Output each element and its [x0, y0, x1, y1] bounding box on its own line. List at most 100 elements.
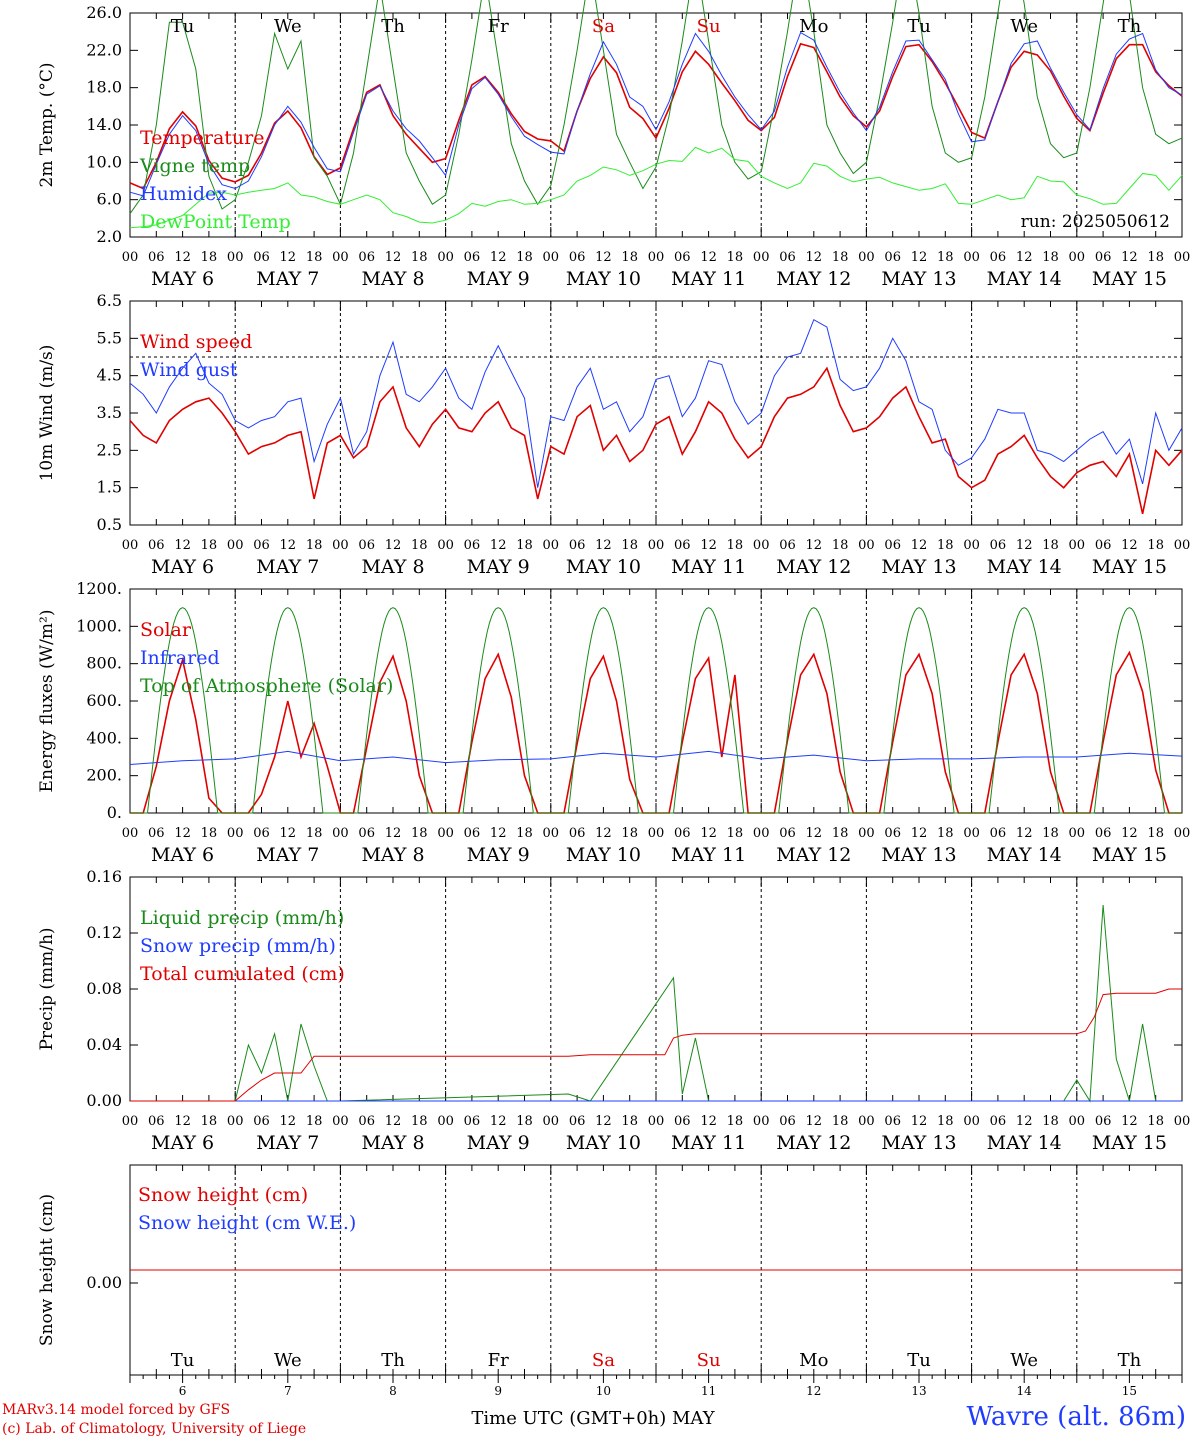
panel-5	[129, 1164, 1183, 1383]
date-label: MAY 7	[256, 1132, 319, 1154]
weekday-label: Tu	[171, 16, 195, 37]
hour-tick-label: 12	[280, 826, 297, 841]
y-tick-label: 0.00	[86, 1091, 122, 1110]
weekday-label: Su	[697, 1350, 721, 1371]
hour-tick-label: 12	[806, 1114, 823, 1129]
hour-tick-label: 06	[148, 250, 165, 265]
hour-tick-label: 06	[990, 538, 1007, 553]
hour-tick-label: 12	[595, 1114, 612, 1129]
hour-tick-label: 00	[227, 250, 244, 265]
hour-tick-label: 12	[1016, 250, 1033, 265]
date-label: MAY 9	[467, 268, 530, 290]
hour-tick-label: 12	[1016, 826, 1033, 841]
hour-tick-label: 18	[1147, 1114, 1164, 1129]
hour-tick-label: 12	[911, 826, 928, 841]
y-tick-label: 6.5	[97, 291, 122, 310]
hour-tick-label: 18	[516, 538, 533, 553]
weekday-label: We	[1010, 16, 1038, 37]
hour-tick-label: 00	[753, 250, 770, 265]
hour-tick-label: 12	[911, 538, 928, 553]
hour-tick-label: 06	[464, 538, 481, 553]
series-line	[130, 607, 1182, 814]
run-label: run: 2025050612	[1021, 212, 1170, 232]
weekday-label: Mo	[799, 1350, 828, 1371]
y-axis-label: 10m Wind (m/s)	[37, 345, 57, 482]
y-tick-label: 14.0	[86, 115, 122, 134]
hour-tick-label: 00	[1174, 538, 1191, 553]
hour-tick-label: 12	[174, 250, 191, 265]
hour-tick-label: 18	[937, 1114, 954, 1129]
hour-tick-label: 00	[122, 1114, 139, 1129]
hour-tick-label: 00	[332, 1114, 349, 1129]
hour-tick-label: 18	[832, 1114, 849, 1129]
hour-tick-label: 00	[122, 826, 139, 841]
weekday-label: We	[1010, 1350, 1038, 1371]
y-tick-label: 800.	[86, 654, 122, 673]
date-label: MAY 14	[987, 556, 1062, 578]
hour-tick-label: 00	[963, 1114, 980, 1129]
hour-tick-label: 18	[306, 826, 323, 841]
legend-entry: Temperature	[140, 127, 264, 149]
hour-tick-label: 06	[569, 826, 586, 841]
hour-tick-label: 06	[253, 538, 270, 553]
date-label: MAY 10	[566, 556, 641, 578]
date-label: MAY 6	[151, 268, 214, 290]
hour-tick-label: 12	[595, 826, 612, 841]
hour-tick-label: 06	[358, 1114, 375, 1129]
y-tick-label: 2.5	[97, 440, 122, 459]
hour-tick-label: 18	[516, 1114, 533, 1129]
hour-tick-label: 06	[884, 826, 901, 841]
hour-tick-label: 00	[1069, 1114, 1086, 1129]
hour-tick-label: 18	[621, 250, 638, 265]
hour-tick-label: 06	[779, 538, 796, 553]
weekday-label: Th	[381, 16, 405, 37]
date-label: MAY 14	[987, 844, 1062, 866]
lab-credit: (c) Lab. of Climatology, University of L…	[2, 1421, 307, 1437]
day-number-label: 11	[701, 1384, 716, 1398]
hour-tick-label: 00	[227, 538, 244, 553]
hour-tick-label: 00	[753, 538, 770, 553]
hour-tick-label: 06	[990, 826, 1007, 841]
hour-tick-label: 18	[621, 538, 638, 553]
date-label: MAY 15	[1092, 1132, 1167, 1154]
hour-tick-label: 12	[385, 826, 402, 841]
hour-tick-label: 06	[884, 1114, 901, 1129]
hour-tick-label: 18	[727, 826, 744, 841]
date-label: MAY 13	[881, 1132, 956, 1154]
hour-tick-label: 18	[411, 1114, 428, 1129]
y-tick-label: 200.	[86, 766, 122, 785]
hour-tick-label: 00	[543, 1114, 560, 1129]
y-tick-label: 0.04	[86, 1035, 122, 1054]
hour-tick-label: 06	[358, 826, 375, 841]
series-line	[129, 42, 1183, 190]
weekday-label: Fr	[488, 16, 509, 37]
y-tick-label: 0.16	[86, 867, 122, 886]
legend-entry: Snow precip (mm/h)	[140, 935, 336, 957]
hour-tick-label: 06	[464, 250, 481, 265]
hour-tick-label: 06	[464, 1114, 481, 1129]
hour-tick-label: 12	[595, 538, 612, 553]
hour-tick-label: 18	[727, 1114, 744, 1129]
hour-tick-label: 00	[1069, 538, 1086, 553]
hour-tick-label: 00	[543, 538, 560, 553]
hour-tick-label: 06	[779, 250, 796, 265]
hour-tick-label: 12	[1121, 1114, 1138, 1129]
hour-tick-label: 18	[1042, 1114, 1059, 1129]
hour-tick-label: 06	[358, 538, 375, 553]
hour-tick-label: 18	[306, 1114, 323, 1129]
y-tick-label: 5.5	[97, 328, 122, 347]
hour-tick-label: 00	[753, 1114, 770, 1129]
hour-tick-label: 12	[1121, 538, 1138, 553]
legend-entry: Infrared	[140, 647, 220, 669]
hour-tick-label: 12	[174, 1114, 191, 1129]
series-line	[129, 750, 1183, 765]
hour-tick-label: 18	[201, 1114, 218, 1129]
hour-tick-label: 12	[1016, 1114, 1033, 1129]
legend-entry: Total cumulated (cm)	[140, 963, 345, 985]
hour-tick-label: 18	[832, 538, 849, 553]
hour-tick-label: 06	[674, 250, 691, 265]
series-line	[129, 318, 1183, 488]
legend-entry: DewPoint Temp	[140, 211, 291, 233]
hour-tick-label: 12	[911, 250, 928, 265]
panel-4	[129, 876, 1183, 1103]
